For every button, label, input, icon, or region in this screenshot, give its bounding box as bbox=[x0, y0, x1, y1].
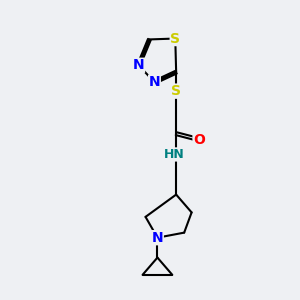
Text: O: O bbox=[193, 133, 205, 147]
Text: N: N bbox=[152, 231, 163, 245]
Text: HN: HN bbox=[164, 148, 184, 161]
Text: N: N bbox=[148, 75, 160, 89]
Text: S: S bbox=[170, 32, 180, 46]
Text: S: S bbox=[171, 84, 181, 98]
Text: N: N bbox=[133, 58, 145, 72]
